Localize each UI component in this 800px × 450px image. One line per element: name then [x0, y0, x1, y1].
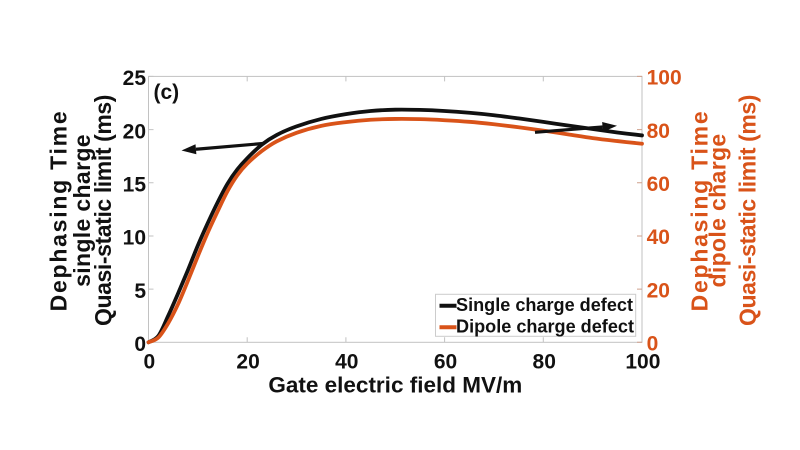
- svg-text:100: 100: [647, 67, 682, 90]
- svg-text:Gate electric field MV/m: Gate electric field MV/m: [268, 373, 522, 398]
- svg-text:Quasi-static limit (ms): Quasi-static limit (ms): [90, 95, 116, 326]
- svg-text:100: 100: [625, 350, 660, 373]
- svg-text:40: 40: [647, 226, 670, 249]
- svg-text:10: 10: [123, 227, 146, 250]
- svg-text:60: 60: [647, 173, 670, 196]
- svg-text:0: 0: [647, 333, 659, 356]
- svg-text:(c): (c): [154, 81, 180, 104]
- svg-text:15: 15: [123, 174, 147, 197]
- svg-text:0: 0: [134, 333, 146, 356]
- svg-text:dipole charge: dipole charge: [705, 133, 731, 287]
- svg-text:5: 5: [134, 280, 146, 303]
- svg-text:Dephasing Time: Dephasing Time: [45, 110, 71, 312]
- svg-text:20: 20: [123, 120, 146, 143]
- svg-text:single charge: single charge: [69, 134, 95, 287]
- svg-text:Dipole charge defect: Dipole charge defect: [456, 317, 634, 337]
- svg-text:0: 0: [144, 350, 156, 373]
- svg-text:20: 20: [647, 279, 670, 302]
- svg-text:Single charge defect: Single charge defect: [456, 295, 633, 315]
- svg-text:25: 25: [123, 67, 147, 90]
- svg-text:20: 20: [236, 350, 259, 373]
- svg-text:80: 80: [533, 350, 556, 373]
- svg-text:40: 40: [335, 350, 358, 373]
- svg-text:Dephasing Time: Dephasing Time: [686, 110, 712, 312]
- svg-text:Quasi-static limit (ms): Quasi-static limit (ms): [734, 95, 760, 326]
- svg-text:60: 60: [434, 350, 457, 373]
- svg-text:80: 80: [647, 120, 670, 143]
